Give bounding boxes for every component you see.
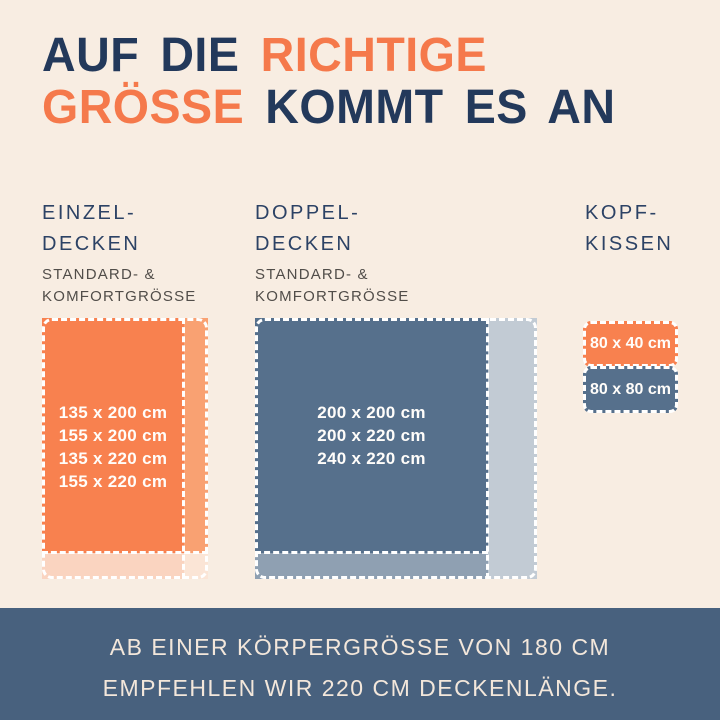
size-label: 240 x 220 cm <box>317 449 426 468</box>
doppel-size-list: 200 x 200 cm 200 x 220 cm 240 x 220 cm <box>255 401 488 470</box>
einzel-comfort-length-zone <box>42 553 184 579</box>
kopfkissen-heading: KOPF- KISSEN <box>585 198 673 260</box>
doppeldecken-heading-line-2: DECKEN <box>255 233 354 255</box>
einzeldecken-diagram: 135 x 200 cm 155 x 200 cm 135 x 220 cm 1… <box>42 318 208 579</box>
size-label: 200 x 200 cm <box>317 403 426 422</box>
pillow-80x40-label: 80 x 40 cm <box>590 335 671 352</box>
pillow-80x40-diagram: 80 x 40 cm <box>583 321 678 367</box>
title-segment-accent-2: GRÖSSE <box>42 81 266 134</box>
title-segment-accent-1: RICHTIGE <box>260 29 487 82</box>
recommendation-text: AB EINER KÖRPERGRÖSSE VON 180 CM EMPFEHL… <box>0 627 720 709</box>
doppeldecken-subtitle: STANDARD- & KOMFORTGRÖSSE <box>255 264 410 308</box>
doppeldecken-heading: DOPPEL- DECKEN <box>255 198 360 260</box>
size-label: 155 x 220 cm <box>58 472 168 491</box>
page-title: AUF DIE RICHTIGE GRÖSSE KOMMT ES AN <box>42 30 616 134</box>
einzeldecken-subtitle-line-1: STANDARD- & <box>42 266 156 283</box>
recommendation-line-1: AB EINER KÖRPERGRÖSSE VON 180 CM <box>109 634 611 660</box>
doppeldecken-diagram: 200 x 200 cm 200 x 220 cm 240 x 220 cm <box>255 318 537 579</box>
einzel-corner-zone <box>184 553 208 579</box>
recommendation-line-2: EMPFEHLEN WIR 220 CM DECKENLÄNGE. <box>102 675 618 701</box>
einzel-size-list: 135 x 200 cm 155 x 200 cm 135 x 220 cm 1… <box>42 401 184 493</box>
einzel-standard-zone <box>42 318 184 553</box>
page-title-line-2: GRÖSSE KOMMT ES AN <box>42 82 616 134</box>
size-label: 200 x 220 cm <box>317 426 426 445</box>
einzel-comfort-width-zone <box>184 318 208 553</box>
doppeldecken-subtitle-line-2: KOMFORTGRÖSSE <box>255 288 410 305</box>
einzeldecken-subtitle-line-2: KOMFORTGRÖSSE <box>42 288 197 305</box>
recommendation-banner: AB EINER KÖRPERGRÖSSE VON 180 CM EMPFEHL… <box>0 608 720 720</box>
kopfkissen-heading-line-1: KOPF- <box>585 202 659 224</box>
doppel-standard-zone <box>255 318 488 553</box>
title-segment-dark-2: KOMMT ES AN <box>265 81 616 134</box>
doppel-comfort-width-zone <box>488 318 537 579</box>
doppeldecken-heading-line-1: DOPPEL- <box>255 202 361 224</box>
title-segment-dark-1: AUF DIE <box>42 29 261 82</box>
einzeldecken-heading-line-1: EINZEL- <box>42 202 137 224</box>
einzeldecken-heading-line-2: DECKEN <box>42 233 141 255</box>
pillow-80x80-diagram: 80 x 80 cm <box>583 366 678 413</box>
size-label: 135 x 220 cm <box>58 449 168 468</box>
kopfkissen-heading-line-2: KISSEN <box>585 233 674 255</box>
size-label: 155 x 200 cm <box>58 426 168 445</box>
einzeldecken-subtitle: STANDARD- & KOMFORTGRÖSSE <box>42 264 197 308</box>
page-title-line-1: AUF DIE RICHTIGE <box>42 30 616 82</box>
doppel-comfort-length-zone <box>255 553 488 579</box>
pillow-80x80-label: 80 x 80 cm <box>590 380 671 398</box>
einzeldecken-heading: EINZEL- DECKEN <box>42 198 140 260</box>
doppeldecken-subtitle-line-1: STANDARD- & <box>255 266 369 283</box>
size-label: 135 x 200 cm <box>58 403 168 422</box>
